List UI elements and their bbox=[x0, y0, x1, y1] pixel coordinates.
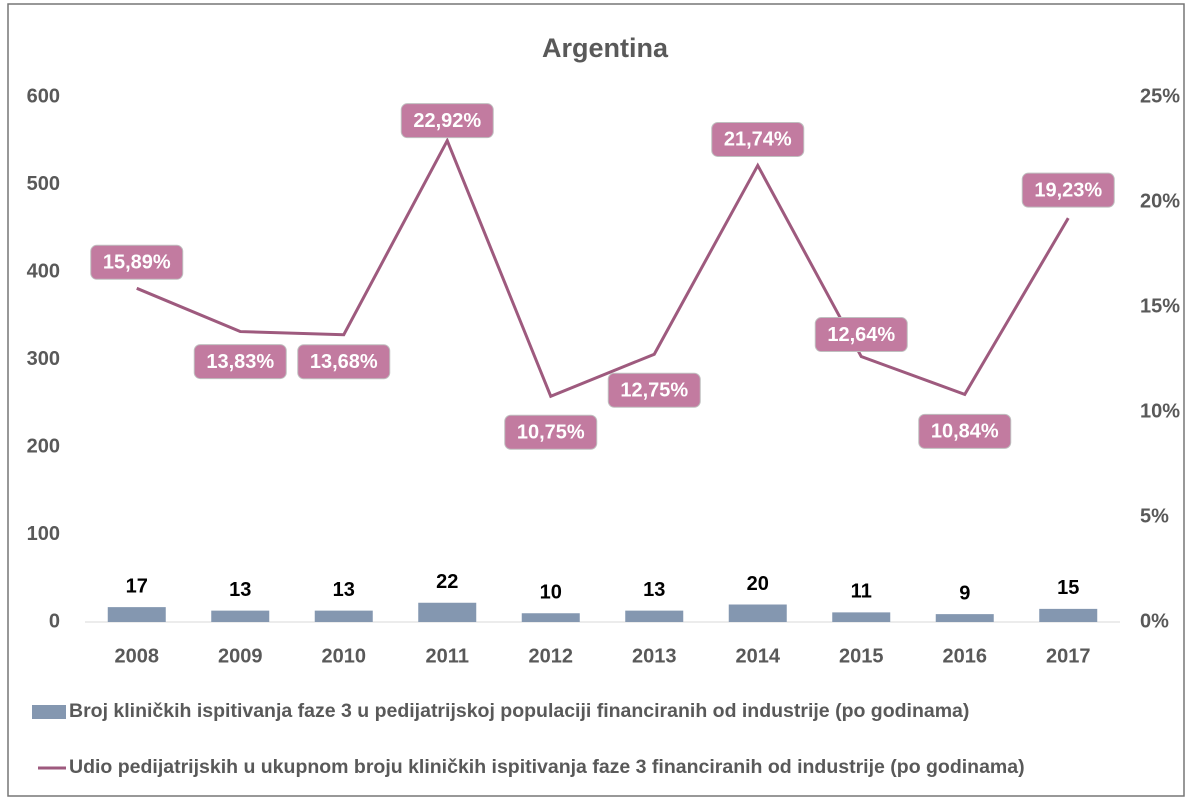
x-tick-label: 2012 bbox=[529, 645, 574, 667]
x-tick-label: 2017 bbox=[1046, 645, 1091, 667]
y2-tick-label: 5% bbox=[1140, 505, 1169, 527]
data-label: 10 bbox=[540, 582, 562, 604]
y-tick-label: 200 bbox=[27, 435, 60, 457]
data-label: 22,92% bbox=[413, 110, 481, 132]
legend-label: Broj kliničkih ispitivanja faze 3 u pedi… bbox=[69, 700, 969, 722]
bar bbox=[832, 612, 891, 622]
x-tick-label: 2014 bbox=[736, 645, 781, 667]
data-label: 9 bbox=[959, 582, 970, 604]
data-label-box bbox=[1021, 172, 1115, 208]
data-label: 17 bbox=[126, 575, 148, 597]
chart-title: Argentina bbox=[542, 33, 669, 63]
x-tick-label: 2015 bbox=[839, 645, 884, 667]
data-label: 19,23% bbox=[1034, 179, 1102, 201]
bar bbox=[211, 610, 270, 622]
data-label: 13,83% bbox=[206, 351, 274, 373]
line bbox=[136, 137, 1070, 399]
bar bbox=[107, 607, 166, 622]
bar bbox=[625, 610, 684, 622]
data-label-box bbox=[814, 317, 908, 353]
data-label-box bbox=[193, 344, 287, 380]
data-label-box bbox=[504, 414, 598, 450]
x-tick-label: 2008 bbox=[115, 645, 160, 667]
data-label: 15 bbox=[1057, 577, 1079, 599]
x-tick-label: 2010 bbox=[322, 645, 367, 667]
legend-label: Udio pedijatrijskih u ukupnom broju klin… bbox=[69, 756, 1025, 778]
y2-tick-label: 10% bbox=[1140, 400, 1180, 422]
y2-tick-label: 15% bbox=[1140, 295, 1180, 317]
data-label: 10,75% bbox=[517, 422, 585, 444]
y-tick-label: 100 bbox=[27, 523, 60, 545]
data-label: 21,74% bbox=[724, 129, 792, 151]
y2-tick-label: 20% bbox=[1140, 190, 1180, 212]
data-label: 22 bbox=[436, 571, 458, 593]
data-label-box bbox=[918, 413, 1012, 449]
bar bbox=[314, 610, 373, 622]
bar bbox=[935, 614, 994, 622]
data-label: 13 bbox=[229, 579, 251, 601]
x-tick-label: 2013 bbox=[632, 645, 677, 667]
y-tick-label: 600 bbox=[27, 85, 60, 107]
legend-swatch bbox=[32, 705, 66, 719]
data-label: 10,84% bbox=[931, 421, 999, 443]
y2-tick-label: 0% bbox=[1140, 610, 1169, 632]
y-tick-label: 300 bbox=[27, 348, 60, 370]
data-label-box bbox=[297, 344, 391, 380]
data-label: 13,68% bbox=[310, 351, 378, 373]
data-label-box bbox=[607, 372, 701, 408]
data-label: 12,64% bbox=[827, 324, 895, 346]
x-tick-label: 2011 bbox=[426, 645, 469, 667]
y2-tick-label: 25% bbox=[1140, 85, 1180, 107]
data-label: 13 bbox=[643, 579, 665, 601]
x-tick-label: 2009 bbox=[218, 645, 263, 667]
bar bbox=[418, 602, 477, 622]
y-tick-label: 500 bbox=[27, 173, 60, 195]
bar bbox=[728, 604, 787, 622]
bar bbox=[521, 613, 580, 622]
bar bbox=[1039, 608, 1098, 622]
data-label-box bbox=[90, 244, 184, 280]
y-tick-label: 400 bbox=[27, 260, 60, 282]
data-label: 15,89% bbox=[103, 252, 171, 274]
data-label-box bbox=[711, 121, 805, 157]
x-tick-label: 2016 bbox=[943, 645, 988, 667]
chart-border bbox=[7, 3, 1185, 797]
data-label: 12,75% bbox=[620, 380, 688, 402]
data-label: 13 bbox=[333, 579, 355, 601]
data-label: 11 bbox=[851, 581, 872, 603]
y-tick-label: 0 bbox=[49, 610, 60, 632]
data-label-box bbox=[400, 103, 494, 139]
data-label: 20 bbox=[747, 573, 769, 595]
